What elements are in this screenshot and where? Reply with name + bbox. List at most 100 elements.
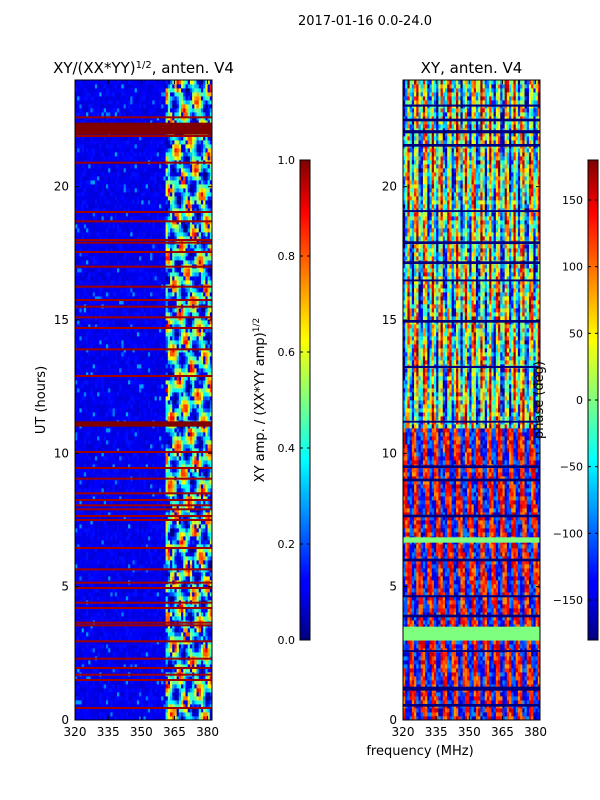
heatmap-cell [165,604,169,609]
heatmap-cell [196,612,200,617]
heatmap-cell [174,616,178,621]
heatmap-cell [203,628,206,633]
heatmap-cell [136,488,140,493]
heatmap-cell [101,412,105,417]
heatmap-cell [178,440,182,445]
heatmap-cell [158,608,162,613]
heatmap-cell [110,684,113,689]
heatmap-cell [178,616,182,621]
heatmap-cell [86,400,89,405]
heatmap-cell [143,676,147,681]
heatmap-cell [90,636,94,641]
heatmap-cell [130,716,133,720]
heatmap-cell [139,660,142,665]
heatmap-cell [116,540,120,545]
heatmap-cell [156,680,160,685]
heatmap-cell [110,412,113,417]
heatmap-cell [88,536,91,541]
heatmap-cell [99,596,102,601]
heatmap-cell [119,680,122,685]
heatmap-cell [136,484,140,489]
heatmap-cell [83,556,87,561]
heatmap-cell [121,532,125,537]
heatmap-cell [161,436,164,441]
heatmap-cell [136,532,140,537]
heatmap-cell [130,464,133,469]
heatmap-cell [167,588,171,593]
heatmap-cell [172,680,175,685]
heatmap-cell [143,428,147,433]
heatmap-cell [161,628,164,633]
heatmap-cell [116,664,120,669]
heatmap-cell [178,548,182,553]
heatmap-cell [176,608,180,613]
heatmap-cell [198,652,202,657]
heatmap-cell [141,564,144,569]
heatmap-cell [174,596,178,601]
heatmap-cell [165,660,169,665]
heatmap-cell [181,560,184,565]
heatmap-cell [200,688,204,693]
heatmap-cell [196,716,200,720]
heatmap-cell [134,560,138,565]
heatmap-cell [130,488,133,493]
heatmap-cell [112,548,116,553]
heatmap-cell [172,564,175,569]
heatmap-cell [192,584,195,589]
heatmap-cell [207,468,211,473]
heatmap-cell [86,408,89,413]
heatmap-cell [176,472,180,477]
heatmap-cell [103,692,107,697]
heatmap-cell [92,540,96,545]
heatmap-cell [139,668,142,673]
heatmap-cell [81,524,85,529]
heatmap-cell [181,596,184,601]
heatmap-cell [178,704,182,709]
heatmap-cell [203,692,206,697]
heatmap-cell [183,484,186,489]
heatmap-cell [205,452,208,457]
heatmap-cell [172,636,175,641]
heatmap-cell [97,668,100,673]
heatmap-cell [103,652,107,657]
heatmap-cell [176,616,180,621]
heatmap-cell [163,512,166,517]
heatmap-cell [205,692,208,697]
heatmap-cell [145,396,149,401]
heatmap-cell [145,708,149,713]
heatmap-cell [86,444,89,449]
heatmap-cell [88,532,91,537]
heatmap-cell [178,636,182,641]
heatmap-cell [167,548,171,553]
heatmap-cell [81,652,85,657]
heatmap-cell [200,404,204,409]
heatmap-cell [163,408,166,413]
heatmap-cell [198,696,202,701]
heatmap-cell [112,556,116,561]
heatmap-cell [196,532,200,537]
heatmap-cell [187,528,191,533]
heatmap-cell [152,604,155,609]
heatmap-cell [136,588,140,593]
heatmap-cell [150,628,153,633]
heatmap-cell [123,636,127,641]
heatmap-cell [152,440,155,445]
heatmap-cell [121,716,125,720]
heatmap-cell [189,684,193,689]
heatmap-cell [154,432,158,437]
heatmap-cell [136,544,140,549]
heatmap-cell [185,416,189,421]
heatmap-cell [196,552,200,557]
heatmap-cell [77,592,80,597]
heatmap-cell [209,444,212,449]
heatmap-cell [154,500,158,505]
heatmap-cell [143,544,147,549]
heatmap-cell [145,716,149,720]
heatmap-cell [114,496,118,501]
heatmap-cell [176,548,180,553]
heatmap-cell [147,404,151,409]
heatmap-cell [145,608,149,613]
heatmap-cell [181,576,184,581]
heatmap-cell [174,692,178,697]
heatmap-cell [145,408,149,413]
